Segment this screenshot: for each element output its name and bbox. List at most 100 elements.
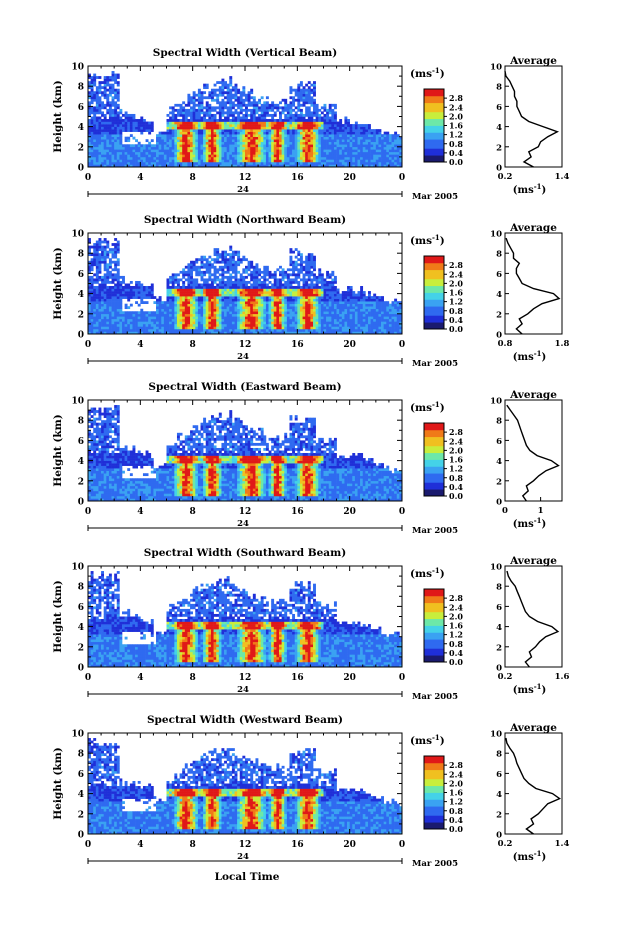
heatmap-cell xyxy=(344,164,348,168)
heatmap-cell xyxy=(132,121,136,125)
heatmap-cell xyxy=(375,131,379,135)
heatmap-cell xyxy=(250,121,254,125)
heatmap-cell xyxy=(388,136,392,140)
heatmap-cell xyxy=(184,129,188,132)
heatmap-cell xyxy=(260,326,264,330)
heatmap-cell xyxy=(299,151,303,155)
heatmap-cell xyxy=(203,296,207,299)
heatmap-cell xyxy=(129,326,133,330)
heatmap-cell xyxy=(255,164,259,168)
heatmap-cell xyxy=(292,144,296,148)
heatmap-cell xyxy=(122,154,125,158)
heatmap-cell xyxy=(281,273,285,277)
heatmap-cell xyxy=(169,146,173,150)
heatmap-cell xyxy=(171,126,175,130)
heatmap-cell xyxy=(265,161,269,165)
heatmap-cell xyxy=(281,313,285,317)
heatmap-cell xyxy=(176,303,180,307)
heatmap-cell xyxy=(323,124,327,127)
heatmap-cell xyxy=(197,291,201,294)
heatmap-cell xyxy=(156,306,159,310)
heatmap-cell xyxy=(237,129,241,132)
heatmap-cell xyxy=(210,141,214,145)
heatmap-cell xyxy=(122,280,125,284)
heatmap-cell xyxy=(103,81,107,84)
heatmap-cell xyxy=(184,296,188,299)
heatmap-cell xyxy=(224,146,227,150)
heatmap-cell xyxy=(132,129,136,132)
heatmap-cell xyxy=(391,134,395,137)
heatmap-cell xyxy=(103,159,107,163)
heatmap-cell xyxy=(169,318,173,322)
heatmap-cell xyxy=(190,296,193,299)
heatmap-cell xyxy=(114,291,118,294)
colorbar-segment xyxy=(424,114,444,117)
heatmap-cell xyxy=(226,268,230,272)
heatmap-cell xyxy=(279,119,282,122)
heatmap-cell xyxy=(281,164,285,168)
heatmap-cell xyxy=(349,154,353,158)
colorbar-segment xyxy=(424,157,444,161)
heatmap-cell xyxy=(323,139,327,143)
heatmap-cell xyxy=(260,283,264,287)
heatmap-cell xyxy=(114,306,118,310)
heatmap-cell xyxy=(98,318,102,322)
heatmap-cell xyxy=(182,283,186,287)
heatmap-cell xyxy=(383,131,387,135)
heatmap-cell xyxy=(279,313,282,317)
heatmap-cell xyxy=(315,146,319,150)
heatmap-cell xyxy=(328,106,332,110)
heatmap-cell xyxy=(289,303,293,307)
heatmap-cell xyxy=(203,106,207,110)
heatmap-cell xyxy=(195,301,199,304)
heatmap-cell xyxy=(318,124,322,127)
heatmap-cell xyxy=(263,328,267,332)
heatmap-cell xyxy=(145,154,149,158)
heatmap-cell xyxy=(184,303,188,307)
heatmap-cell xyxy=(179,321,183,325)
heatmap-cell xyxy=(205,136,209,140)
heatmap-cell xyxy=(163,316,167,320)
heatmap-cell xyxy=(221,108,225,112)
heatmap-cell xyxy=(326,116,330,120)
heatmap-cell xyxy=(271,156,275,160)
heatmap-cell xyxy=(224,283,227,287)
heatmap-cell xyxy=(106,78,110,82)
heatmap-cell xyxy=(114,273,118,277)
heatmap-cell xyxy=(142,318,146,322)
heatmap-cell xyxy=(284,134,288,137)
heatmap-cell xyxy=(122,323,125,327)
heatmap-cell xyxy=(218,144,222,148)
heatmap-cell xyxy=(281,321,285,325)
heatmap-cell xyxy=(111,306,115,310)
heatmap-cell xyxy=(313,86,316,90)
heatmap-cell xyxy=(234,253,238,257)
heatmap-cell xyxy=(339,119,343,122)
heatmap-cell xyxy=(182,301,186,304)
heatmap-cell xyxy=(273,136,277,140)
heatmap-cell xyxy=(394,151,398,155)
heatmap-cell xyxy=(176,154,180,158)
heatmap-cell xyxy=(150,156,154,160)
heatmap-cell xyxy=(88,103,91,107)
heatmap-cell xyxy=(103,278,107,282)
heatmap-cell xyxy=(268,139,272,143)
heatmap-cell xyxy=(166,303,170,307)
heatmap-cell xyxy=(286,111,290,115)
heatmap-cell xyxy=(166,156,170,160)
heatmap-cell xyxy=(119,131,123,135)
heatmap-cell xyxy=(289,86,293,90)
heatmap-cell xyxy=(213,293,217,297)
heatmap-cell xyxy=(90,288,94,292)
heatmap-cell xyxy=(271,303,275,307)
heatmap-cell xyxy=(182,298,186,302)
heatmap-cell xyxy=(129,313,133,317)
heatmap-cell xyxy=(205,298,209,302)
y-tick-label: 8 xyxy=(78,83,84,93)
heatmap-cell xyxy=(347,141,350,145)
heatmap-cell xyxy=(247,313,251,317)
heatmap-cell xyxy=(339,161,343,165)
heatmap-cell xyxy=(305,156,309,160)
heatmap-cell xyxy=(263,103,267,107)
heatmap-cell xyxy=(226,265,230,269)
